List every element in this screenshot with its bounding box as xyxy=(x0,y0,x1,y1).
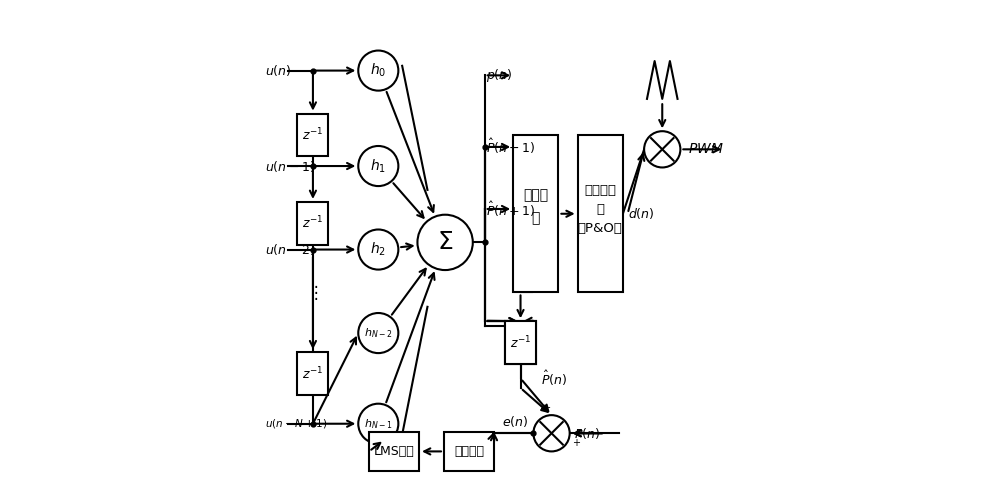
Text: $h_1$: $h_1$ xyxy=(370,157,386,175)
Circle shape xyxy=(358,313,398,353)
Text: $d(n)$: $d(n)$ xyxy=(628,206,654,221)
Bar xyxy=(297,114,328,156)
Text: $z^{-1}$: $z^{-1}$ xyxy=(302,215,324,231)
Bar xyxy=(505,321,536,364)
Text: $\hat{P}(n+1)$: $\hat{P}(n+1)$ xyxy=(486,200,535,218)
Text: $p(n)$: $p(n)$ xyxy=(486,67,512,84)
Text: LMS算法: LMS算法 xyxy=(374,445,414,458)
Circle shape xyxy=(358,229,398,270)
Bar xyxy=(513,135,558,292)
Text: $z^{-1}$: $z^{-1}$ xyxy=(510,334,531,351)
Circle shape xyxy=(417,215,473,270)
Bar xyxy=(369,432,419,471)
Text: 扰动观测
法
（P&O）: 扰动观测 法 （P&O） xyxy=(578,184,623,235)
Text: 更新步长: 更新步长 xyxy=(454,445,484,458)
Text: $\Sigma$: $\Sigma$ xyxy=(437,230,453,254)
Text: $-$: $-$ xyxy=(542,401,551,411)
Circle shape xyxy=(533,415,570,451)
Bar xyxy=(578,135,623,292)
Circle shape xyxy=(644,131,680,168)
Text: $\hat{P}(n)$: $\hat{P}(n)$ xyxy=(541,369,567,388)
Text: $P(n)$: $P(n)$ xyxy=(574,426,601,441)
Bar xyxy=(505,321,536,364)
Text: $\it{PWM}$: $\it{PWM}$ xyxy=(688,143,723,156)
Text: $z^{-1}$: $z^{-1}$ xyxy=(302,127,324,144)
Text: $u(n-2)$: $u(n-2)$ xyxy=(265,242,315,257)
Circle shape xyxy=(358,50,398,91)
Text: $h_2$: $h_2$ xyxy=(370,241,386,258)
Bar xyxy=(297,352,328,395)
Text: $h_0$: $h_0$ xyxy=(370,62,386,79)
Text: $z^{-1}$: $z^{-1}$ xyxy=(510,334,531,351)
Circle shape xyxy=(358,146,398,186)
Text: $e(n)$: $e(n)$ xyxy=(502,414,529,429)
Circle shape xyxy=(358,404,398,444)
Text: $u(n)$: $u(n)$ xyxy=(265,63,292,78)
Text: 滞环控
制: 滞环控 制 xyxy=(523,188,548,225)
Text: $u(n-1)$: $u(n-1)$ xyxy=(265,158,315,174)
Text: $z^{-1}$: $z^{-1}$ xyxy=(302,365,324,382)
Text: $\vdots$: $\vdots$ xyxy=(307,283,318,302)
Bar xyxy=(444,432,494,471)
Text: $u(n-N+1)$: $u(n-N+1)$ xyxy=(265,417,327,430)
Text: $h_{N-2}$: $h_{N-2}$ xyxy=(364,326,393,340)
Bar xyxy=(297,202,328,245)
Text: $+$: $+$ xyxy=(572,437,581,448)
Text: $h_{N-1}$: $h_{N-1}$ xyxy=(364,417,393,431)
Text: $\hat{P}(n-1)$: $\hat{P}(n-1)$ xyxy=(486,137,535,156)
